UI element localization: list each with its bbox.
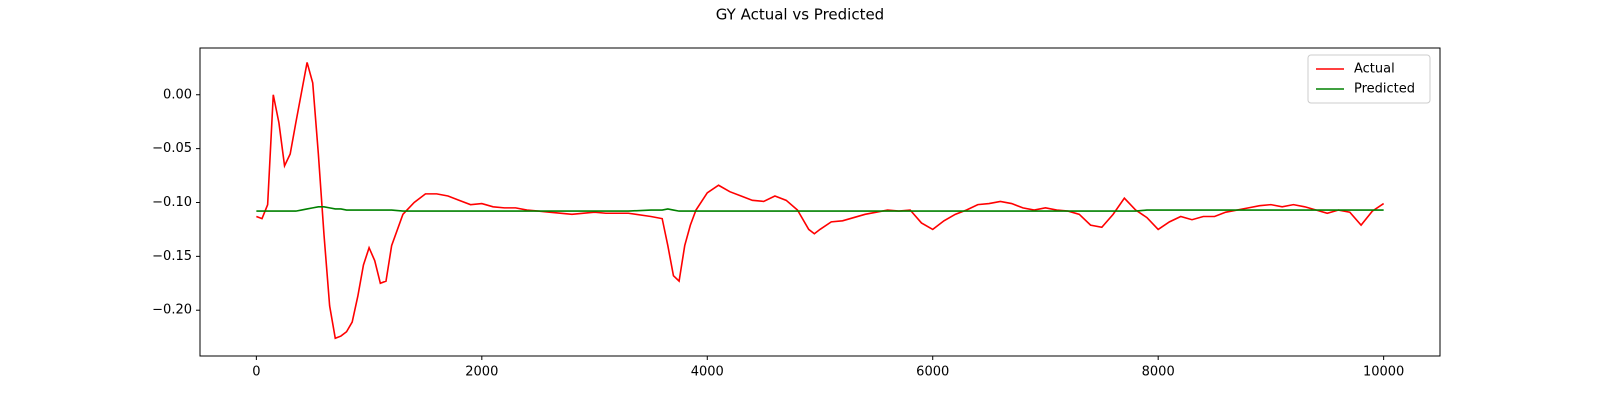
y-tick-label: −0.20 — [152, 303, 192, 318]
y-tick-label: −0.15 — [152, 249, 192, 264]
x-tick-label: 6000 — [916, 365, 949, 380]
legend-label: Actual — [1354, 62, 1395, 77]
y-tick-label: −0.10 — [152, 195, 192, 210]
legend-box — [1307, 54, 1431, 104]
line-series — [256, 62, 1385, 340]
chart-title: GY Actual vs Predicted — [716, 6, 884, 24]
x-tick-label: 8000 — [1142, 365, 1175, 380]
x-tick-label: 4000 — [691, 365, 724, 380]
x-tick-label: 2000 — [465, 365, 498, 380]
x-tick-label: 0 — [252, 365, 260, 380]
plot-frame — [199, 47, 1441, 357]
x-tick-label: 10000 — [1363, 365, 1404, 380]
line-series — [256, 205, 1384, 212]
y-tick-label: 0.00 — [163, 87, 192, 102]
legend-label: Predicted — [1354, 82, 1415, 97]
y-tick-label: −0.05 — [152, 141, 192, 156]
